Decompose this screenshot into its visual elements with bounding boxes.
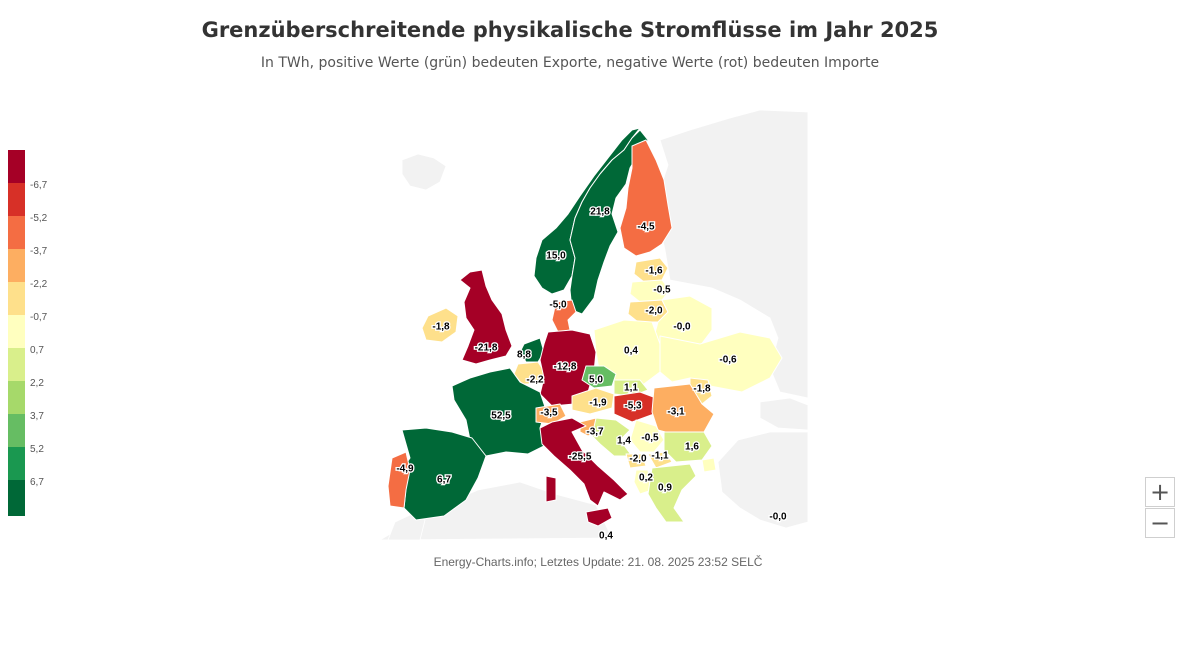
legend-swatch xyxy=(8,480,25,516)
country-switzerland[interactable] xyxy=(535,403,567,425)
value-label-romania: -3,1 xyxy=(667,407,685,418)
legend-tick-label: -3,7 xyxy=(30,246,48,257)
value-label-belgium: -2,2 xyxy=(526,375,544,386)
value-label-netherlands: 8,8 xyxy=(517,350,531,361)
value-label-finland: -4,5 xyxy=(637,222,655,233)
color-legend: -6,7 -5,2 -3,7 -2,2 -0,7 0,7 2,2 3,7 5,2… xyxy=(8,150,68,516)
value-label-great-britain: -21,8 xyxy=(475,343,498,354)
source-credit: Energy-Charts.info; Letztes Update: 21. … xyxy=(433,555,763,569)
country-ukraine[interactable] xyxy=(659,331,783,393)
legend-swatch xyxy=(8,381,25,414)
legend-tick-label: -0,7 xyxy=(30,312,48,323)
legend-tick-label: 0,7 xyxy=(30,345,44,356)
value-label-portugal: -4,9 xyxy=(396,464,414,475)
country-ireland[interactable] xyxy=(421,307,459,343)
value-label-spain: 6,7 xyxy=(437,475,451,486)
country-albania[interactable] xyxy=(633,469,653,495)
country-czechia[interactable] xyxy=(581,365,617,389)
legend-swatch xyxy=(8,348,25,381)
legend-tick-label: -6,7 xyxy=(30,180,48,191)
country-denmark[interactable] xyxy=(551,299,577,333)
legend-swatch xyxy=(8,447,25,480)
legend-swatch xyxy=(8,249,25,282)
value-label-moldova: -1,8 xyxy=(693,384,711,395)
country-turkey-thrace[interactable] xyxy=(701,457,717,473)
value-label-slovakia: 1,1 xyxy=(624,383,638,394)
value-label-latvia: -0,5 xyxy=(653,285,671,296)
value-label-czechia: 5,0 xyxy=(589,375,603,386)
value-label-montenegro: -2,0 xyxy=(629,454,647,465)
country-north-macedonia[interactable] xyxy=(647,451,673,469)
value-label-sweden: 21,8 xyxy=(590,207,610,218)
country-great-britain[interactable] xyxy=(459,269,513,365)
legend-swatch xyxy=(8,183,25,216)
value-label-france: 52,5 xyxy=(491,411,511,422)
country-italy[interactable] xyxy=(539,417,629,507)
value-label-norway: 15,0 xyxy=(546,251,566,262)
background-land xyxy=(380,109,809,540)
countries[interactable] xyxy=(387,127,783,536)
value-label-hungary: -5,3 xyxy=(624,401,642,412)
value-label-albania: 0,2 xyxy=(639,473,653,484)
value-label-germany: -12,8 xyxy=(554,362,577,373)
value-label-denmark: -5,0 xyxy=(549,300,567,311)
zoom-in-button[interactable]: + xyxy=(1145,477,1175,507)
legend-swatch xyxy=(8,414,25,447)
country-greece[interactable] xyxy=(647,463,697,523)
value-labels: 15,0 21,8 -4,5 -1,6 -0,5 -2,0 -0,0 -5,0 … xyxy=(395,205,788,540)
country-austria[interactable] xyxy=(571,387,615,415)
value-label-ireland: -1,8 xyxy=(432,322,450,333)
legend-tick-label: 3,7 xyxy=(30,411,44,422)
legend-swatch xyxy=(8,282,25,315)
value-label-austria: -1,9 xyxy=(589,398,607,409)
legend-tick-label: 5,2 xyxy=(30,444,44,455)
legend-tick-label: -2,2 xyxy=(30,279,48,290)
map-title: Grenzüberschreitende physikalische Strom… xyxy=(201,18,939,42)
value-label-bulgaria: 1,6 xyxy=(685,442,699,453)
value-label-belarus: -0,0 xyxy=(673,322,691,333)
country-montenegro[interactable] xyxy=(625,453,647,469)
value-label-malta: 0,4 xyxy=(599,531,613,540)
country-malta[interactable] xyxy=(600,530,606,536)
value-label-greece: 0,9 xyxy=(658,483,672,494)
legend-swatch xyxy=(8,216,25,249)
country-finland[interactable] xyxy=(619,139,673,257)
value-label-turkey: -0,0 xyxy=(769,512,787,523)
legend-tick-label: 2,2 xyxy=(30,378,44,389)
value-label-serbia: -0,5 xyxy=(641,433,659,444)
country-sardinia[interactable] xyxy=(545,475,557,503)
russia-land xyxy=(654,109,809,399)
anatolia-land xyxy=(717,431,809,529)
value-label-croatia: 1,4 xyxy=(617,436,631,447)
value-label-switzerland: -3,5 xyxy=(540,408,558,419)
country-sicily[interactable] xyxy=(585,507,613,527)
country-poland[interactable] xyxy=(593,319,661,385)
value-label-north-macedonia: -1,1 xyxy=(651,451,669,462)
legend-swatch xyxy=(8,315,25,348)
legend-tick-label: 6,7 xyxy=(30,477,44,488)
iceland-land xyxy=(401,153,447,191)
country-portugal[interactable] xyxy=(387,451,411,509)
value-label-poland: 0,4 xyxy=(624,346,638,357)
europe-map[interactable]: 15,0 21,8 -4,5 -1,6 -0,5 -2,0 -0,0 -5,0 … xyxy=(380,108,820,540)
map-subtitle: In TWh, positive Werte (grün) bedeuten E… xyxy=(260,55,880,71)
value-label-estonia: -1,6 xyxy=(645,266,663,277)
legend-swatch xyxy=(8,150,25,183)
legend-tick-label: -5,2 xyxy=(30,213,48,224)
value-label-lithuania: -2,0 xyxy=(645,306,663,317)
country-sweden[interactable] xyxy=(569,129,649,315)
zoom-out-button[interactable]: − xyxy=(1145,508,1175,538)
value-label-slovenia: -3,7 xyxy=(586,427,604,438)
caucasus-land xyxy=(759,397,809,431)
country-serbia[interactable] xyxy=(629,419,665,453)
value-label-ukraine: -0,6 xyxy=(719,355,737,366)
value-label-italy: -25,5 xyxy=(569,452,592,463)
